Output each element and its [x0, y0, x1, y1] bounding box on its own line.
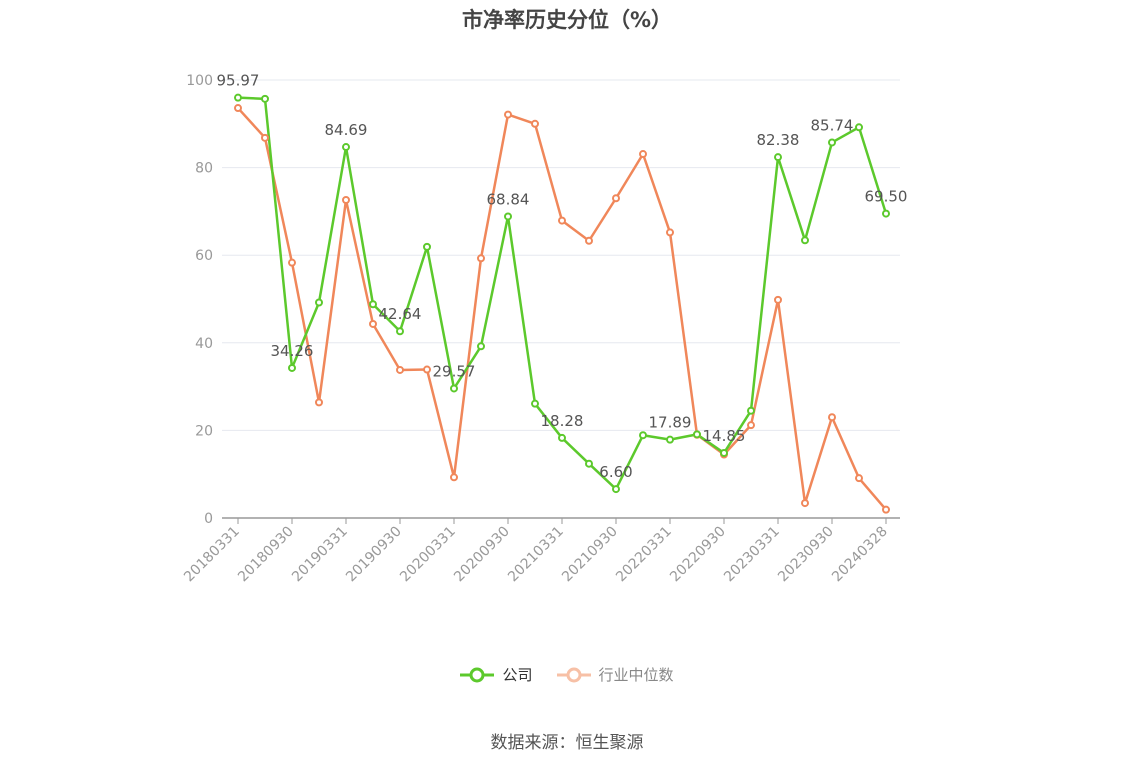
x-tick-label: 20190930: [343, 524, 405, 586]
series-points: [234, 93, 890, 514]
data-point: [666, 228, 674, 237]
data-point: [531, 119, 539, 128]
data-point: [504, 212, 512, 221]
legend-item-industry[interactable]: 行业中位数: [556, 664, 674, 685]
legend: 公司 行业中位数: [0, 664, 1134, 685]
data-point: [828, 138, 836, 147]
data-point: [639, 431, 647, 440]
data-point: [747, 421, 755, 430]
data-point: [882, 209, 890, 218]
data-point: [504, 110, 512, 119]
legend-item-company[interactable]: 公司: [460, 664, 533, 685]
data-point: [774, 153, 782, 162]
y-tick-label: 80: [195, 161, 213, 177]
data-point: [342, 143, 350, 152]
data-label: 84.69: [325, 121, 368, 139]
data-point: [801, 236, 809, 245]
data-point: [801, 499, 809, 508]
y-tick-label: 40: [195, 336, 213, 352]
data-point: [531, 399, 539, 408]
x-tick-label: 20200331: [397, 524, 459, 586]
y-tick-label: 60: [195, 248, 213, 264]
data-label: 17.89: [649, 414, 692, 432]
data-point: [639, 150, 647, 159]
x-tick-label: 20200930: [451, 524, 513, 586]
line-chart: 0 20 40 60 80 100 201803312018093020190331201…: [181, 72, 908, 586]
y-tick-label: 20: [195, 423, 213, 439]
data-point: [693, 430, 701, 439]
data-point: [423, 365, 431, 374]
x-tick-label: 20240328: [829, 524, 891, 586]
data-point: [558, 433, 566, 442]
x-tick-label: 20230930: [775, 524, 837, 586]
data-point: [774, 295, 782, 304]
data-point: [369, 300, 377, 309]
legend-company-line-icon: [460, 667, 495, 682]
y-tick-label: 0: [204, 511, 213, 527]
data-label: 69.50: [865, 188, 908, 206]
data-point: [315, 298, 323, 307]
data-point: [477, 254, 485, 263]
data-point: [396, 365, 404, 374]
data-point: [261, 133, 269, 142]
x-tick-label: 20180930: [235, 524, 297, 586]
legend-industry-line-icon: [556, 667, 591, 682]
data-label: 85.74: [811, 116, 854, 134]
y-axis-ticks: 0 20 40 60 80 100: [186, 73, 213, 527]
data-point: [261, 94, 269, 103]
data-label: 68.84: [487, 190, 530, 208]
x-tick-label: 20220930: [667, 524, 729, 586]
data-point: [423, 242, 431, 251]
data-point: [720, 448, 728, 457]
data-point: [342, 196, 350, 205]
data-point: [234, 104, 242, 113]
x-tick-label: 20210930: [559, 524, 621, 586]
series-line-industry: [237, 107, 887, 511]
data-point: [855, 474, 863, 483]
data-point: [882, 505, 890, 514]
y-tick-label: 100: [186, 73, 213, 89]
data-point: [855, 123, 863, 132]
data-point: [585, 459, 593, 468]
data-label: 6.60: [599, 463, 632, 481]
x-tick-label: 20190331: [289, 524, 351, 586]
x-tick-label: 20230331: [721, 524, 783, 586]
data-label: 34.26: [271, 342, 314, 360]
data-point: [828, 413, 836, 422]
data-point: [396, 327, 404, 336]
data-label: 29.57: [433, 362, 476, 380]
data-point: [288, 258, 296, 267]
data-label: 82.38: [757, 131, 800, 149]
data-point: [612, 485, 620, 494]
data-point: [747, 406, 755, 415]
data-labels: 95.97 34.26 84.69 42.64 29.57 68.84 18.28 6.60 1…: [217, 72, 908, 481]
data-point: [450, 384, 458, 393]
data-label: 14.85: [703, 427, 746, 445]
data-point: [369, 319, 377, 328]
legend-label-industry: 行业中位数: [598, 666, 674, 684]
data-point: [666, 435, 674, 444]
x-tick-label: 20210331: [505, 524, 567, 586]
data-point: [612, 194, 620, 203]
legend-label-company: 公司: [502, 666, 533, 684]
data-point: [288, 363, 296, 372]
data-label: 95.97: [217, 72, 260, 90]
data-label: 18.28: [541, 412, 584, 430]
data-point: [450, 473, 458, 482]
data-point: [315, 398, 323, 407]
x-tick-label: 20180331: [181, 524, 243, 586]
data-point: [558, 216, 566, 225]
x-tick-label: 20220331: [613, 524, 675, 586]
data-point: [234, 93, 242, 102]
data-source: 数据来源：恒生聚源: [490, 733, 644, 753]
data-point: [477, 342, 485, 351]
data-point: [585, 236, 593, 245]
grid-lines: [222, 79, 900, 431]
x-axis: 2018033120180930201903312019093020200331…: [181, 517, 900, 586]
chart-title: 市净率历史分位（%）: [461, 8, 673, 32]
data-label: 42.64: [379, 305, 422, 323]
series-lines: [237, 96, 888, 511]
